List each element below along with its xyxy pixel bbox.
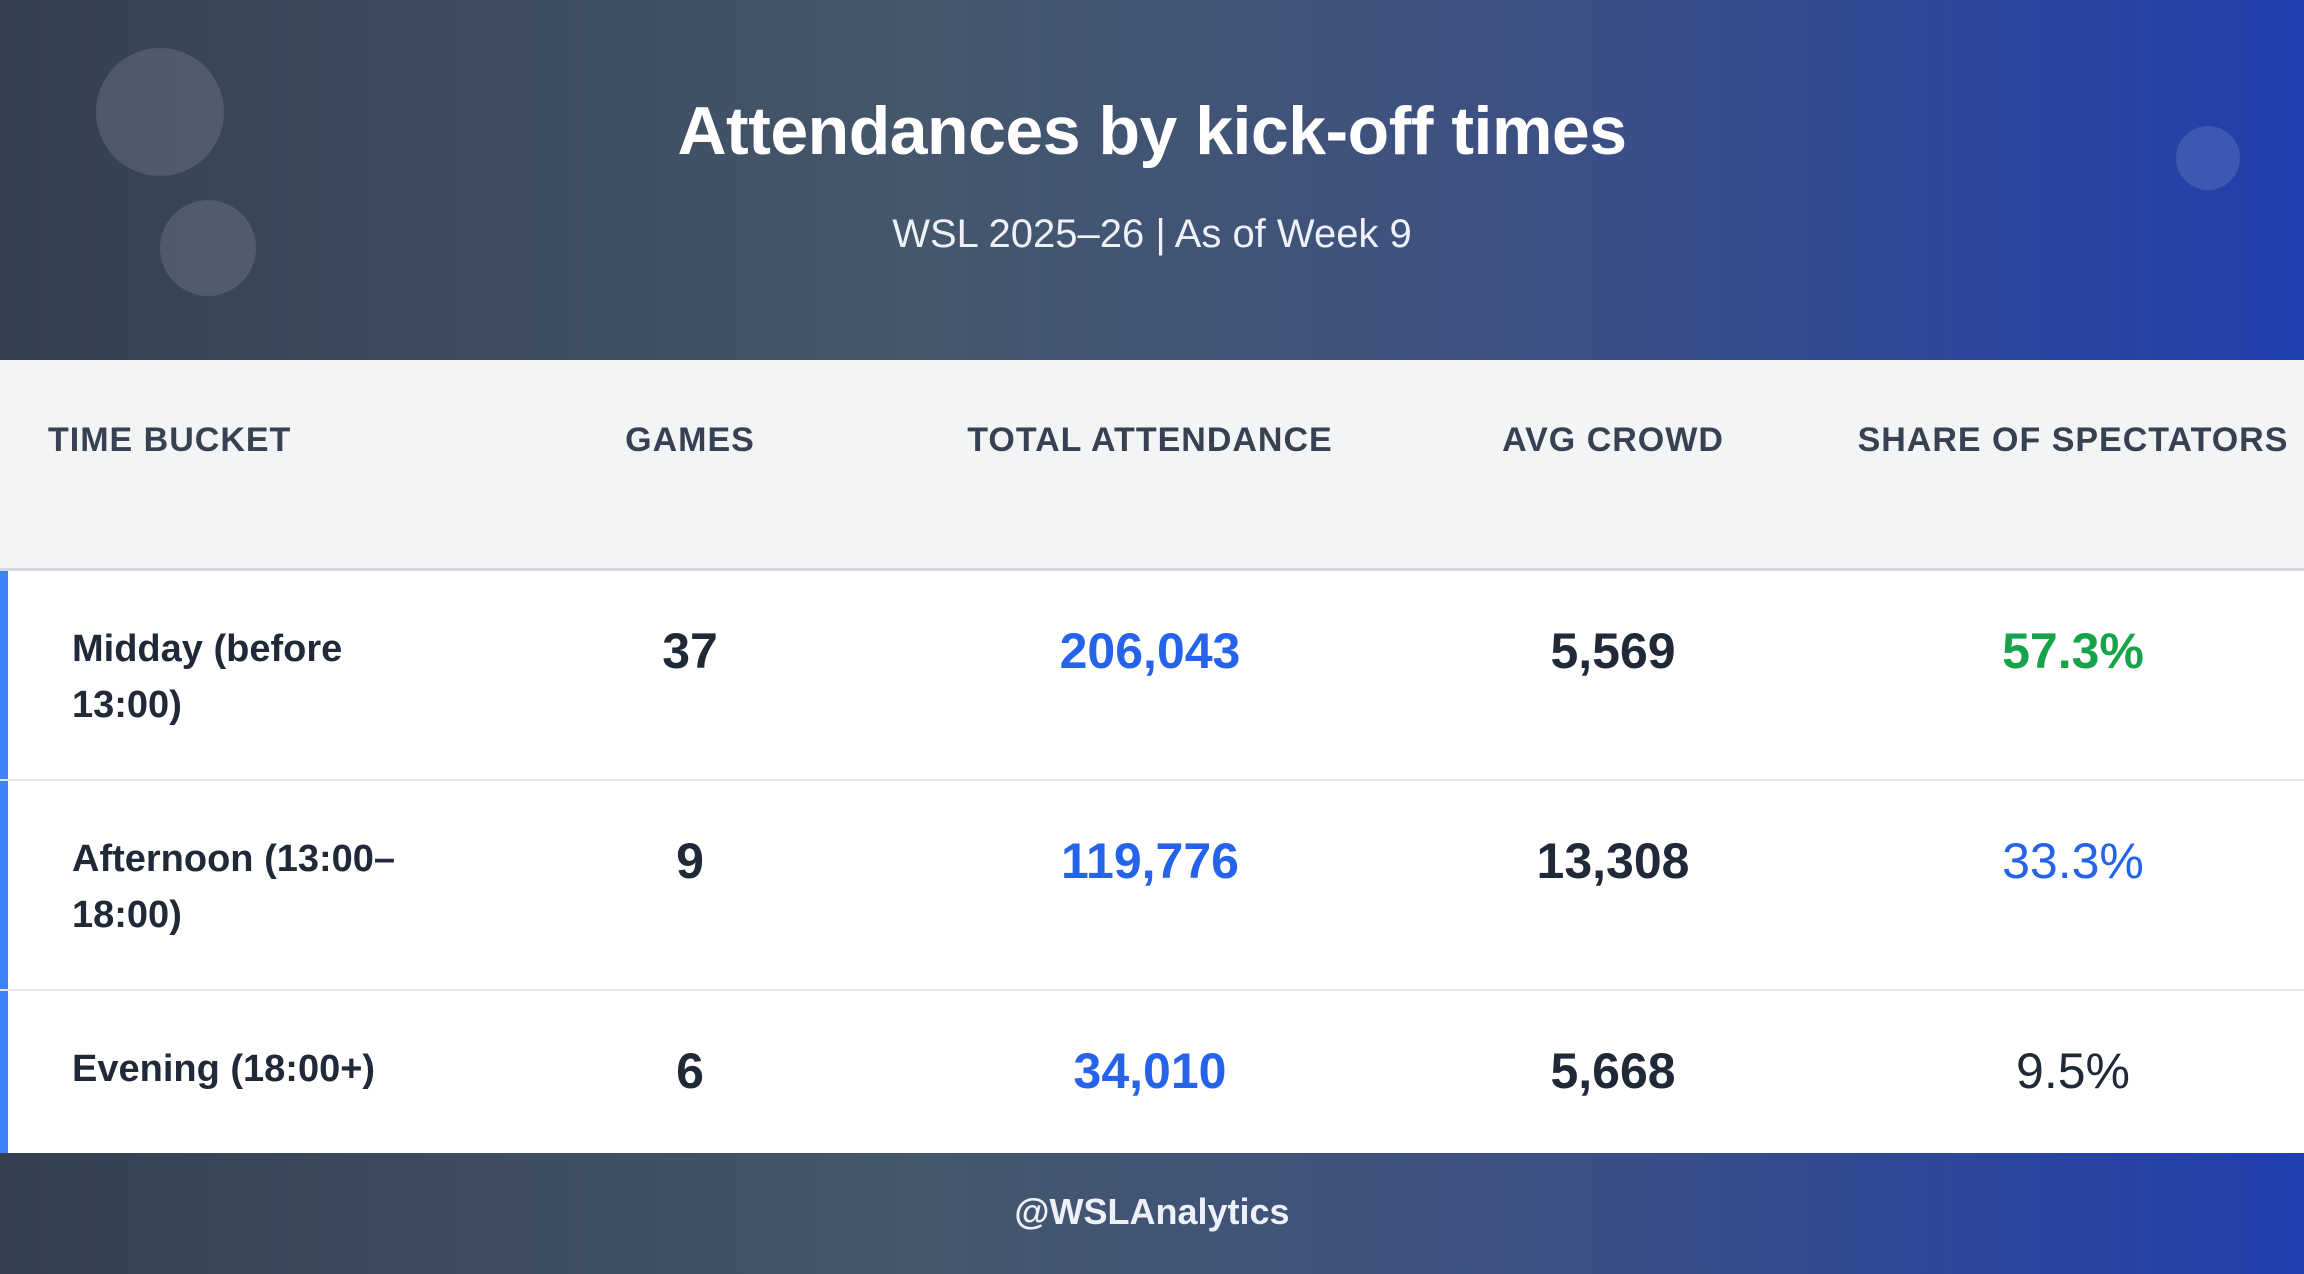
column-header-time-bucket: TIME BUCKET: [48, 421, 292, 459]
decorative-circle: [160, 200, 256, 296]
row-accent-bar: [0, 571, 8, 779]
column-header-games: GAMES: [625, 421, 755, 459]
time-bucket-cell: Afternoon (13:00–18:00): [72, 838, 396, 936]
column-header-avg-crowd: AVG CROWD: [1502, 421, 1724, 459]
chart-subtitle: WSL 2025–26 | As of Week 9: [892, 212, 1412, 256]
total-attendance-cell: 206,043: [1059, 623, 1241, 679]
avg-crowd-cell: 5,668: [1550, 1043, 1676, 1099]
row-accent-bar: [0, 781, 8, 989]
table-row: Afternoon (13:00–18:00) 9 119,776 13,308…: [0, 781, 2304, 991]
share-cell: 9.5%: [2016, 1043, 2130, 1099]
chart-title: Attendances by kick-off times: [677, 93, 1627, 169]
column-header-share-of-spectators: SHARE OF SPECTATORS: [1857, 421, 2289, 459]
footer-banner: @WSLAnalytics: [0, 1153, 2304, 1274]
decorative-circle: [2176, 126, 2240, 190]
time-bucket-cell: Evening (18:00+): [72, 1048, 376, 1090]
footer-credit: @WSLAnalytics: [1014, 1191, 1290, 1232]
avg-crowd-cell: 5,569: [1550, 623, 1676, 679]
decorative-circle: [96, 48, 224, 176]
row-accent-bar: [0, 991, 8, 1153]
table-row: Evening (18:00+) 6 34,010 5,668 9.5%: [0, 991, 2304, 1153]
table-row: Midday (before 13:00) 37 206,043 5,569 5…: [0, 571, 2304, 781]
games-cell: 6: [676, 1043, 704, 1099]
header-banner: Attendances by kick-off times WSL 2025–2…: [0, 0, 2304, 360]
time-bucket-cell: Midday (before 13:00): [72, 628, 343, 726]
games-cell: 9: [676, 833, 704, 889]
share-cell: 57.3%: [2002, 623, 2144, 679]
table-header: TIME BUCKET GAMES TOTAL ATTENDANCE AVG C…: [0, 360, 2304, 571]
games-cell: 37: [662, 623, 718, 679]
avg-crowd-cell: 13,308: [1536, 833, 1690, 889]
share-cell: 33.3%: [2002, 833, 2144, 889]
total-attendance-cell: 119,776: [1061, 833, 1239, 889]
total-attendance-cell: 34,010: [1073, 1043, 1227, 1099]
column-header-total-attendance: TOTAL ATTENDANCE: [967, 421, 1333, 459]
